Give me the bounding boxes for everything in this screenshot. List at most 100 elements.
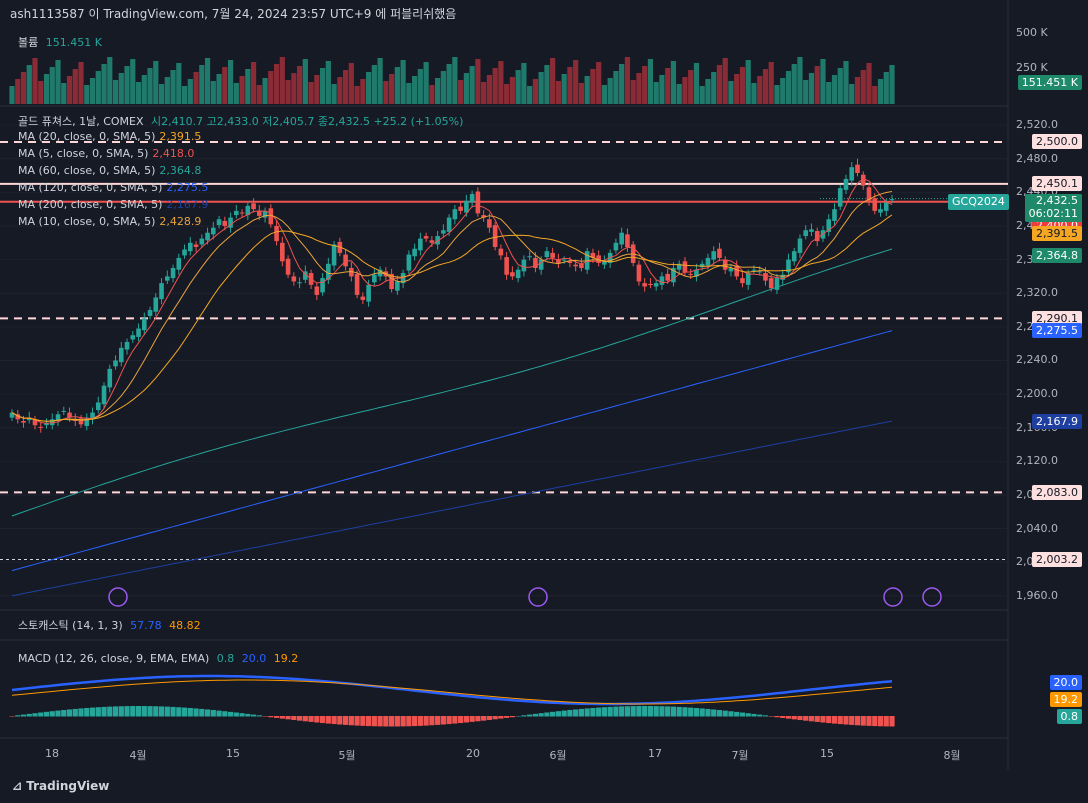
candle — [130, 335, 136, 340]
candle — [21, 420, 26, 423]
volume-bar — [486, 75, 492, 104]
volume-bar — [509, 77, 515, 104]
volume-legend: 볼륨 151.451 K — [18, 34, 106, 50]
macd-histogram-bar — [653, 706, 659, 717]
price-level-tag: 2,275.5 — [1032, 323, 1082, 339]
ma200-line — [11, 420, 893, 597]
macd-histogram-bar — [66, 709, 73, 717]
macd-histogram-bar — [170, 706, 176, 717]
ma-legend-row[interactable]: MA (60, close, 0, SMA, 5) 2,364.8 — [18, 164, 205, 177]
candle — [389, 273, 394, 290]
macd-histogram-bar — [849, 716, 855, 725]
candle — [481, 215, 486, 218]
candle — [170, 268, 176, 279]
candle — [113, 360, 118, 367]
price-level-tag: 2,290.1 — [1032, 310, 1082, 326]
candle — [498, 248, 504, 256]
tradingview-brand: TradingView — [26, 779, 110, 793]
candle — [67, 412, 72, 418]
ma-legend-row[interactable]: MA (200, close, 0, SMA, 5) 2,167.9 — [18, 198, 212, 211]
macd-histogram-bar — [567, 709, 573, 717]
macd-histogram-bar — [377, 716, 383, 727]
candle — [510, 272, 515, 277]
volume-bar — [337, 77, 343, 104]
macd-histogram-bar — [860, 716, 866, 726]
symbol-name: 골드 퓨쳐스, 1날, COMEX — [18, 115, 144, 128]
candle — [366, 284, 371, 302]
candle — [182, 249, 187, 256]
macd-histogram-bar — [204, 709, 211, 717]
candle — [446, 217, 452, 232]
session-event-icon — [922, 587, 942, 607]
macd-histogram-bar — [406, 716, 412, 727]
candle — [596, 255, 601, 263]
candle — [705, 257, 711, 266]
volume-bar — [854, 77, 861, 104]
volume-value: 151.451 K — [45, 36, 102, 49]
macd-histogram-bar — [325, 716, 331, 724]
volume-bar — [285, 80, 291, 104]
candle — [504, 257, 509, 275]
volume-bar — [872, 86, 878, 104]
macd-histogram-bar — [584, 708, 590, 717]
volume-bar — [135, 82, 142, 104]
volume-bar — [653, 82, 659, 104]
macd-histogram-bar — [55, 710, 61, 717]
candle — [751, 269, 757, 271]
candle — [768, 278, 774, 289]
macd-signal-line — [11, 679, 893, 705]
macd-histogram-bar — [38, 712, 44, 717]
macd-histogram-bar — [831, 716, 838, 724]
macd-signal-tag: 19.2 — [1049, 692, 1082, 707]
macd-histogram-bar — [354, 716, 360, 726]
stoch-label: 스토캐스틱 (14, 1, 3) — [18, 619, 123, 632]
price-level-tag: 2,364.8 — [1032, 248, 1082, 264]
volume-bar — [227, 60, 234, 104]
volume-bar — [688, 70, 694, 104]
macd-histogram-bar — [722, 710, 728, 717]
macd-histogram-bar — [273, 716, 280, 718]
volume-bar — [187, 79, 193, 104]
candle — [314, 286, 320, 295]
macd-histogram-bar — [642, 706, 648, 717]
volume-bar — [670, 61, 677, 104]
candle — [90, 412, 95, 420]
ma-legend-row[interactable]: MA (10, close, 0, SMA, 5) 2,428.9 — [18, 215, 205, 228]
macd-histogram-bar — [814, 716, 820, 722]
macd-histogram-bar — [509, 716, 515, 718]
macd-histogram-bar — [596, 707, 602, 717]
ma-legend-label: MA (120, close, 0, SMA, 5) — [18, 181, 163, 194]
volume-bar — [239, 76, 245, 104]
macd-histogram-bar — [699, 708, 705, 717]
candle — [676, 263, 682, 270]
volume-bar — [331, 84, 337, 104]
ma-legend-row[interactable]: MA (5, close, 0, SMA, 5) 2,418.0 — [18, 147, 198, 160]
candle — [360, 296, 366, 300]
candle — [107, 368, 113, 388]
candle — [354, 273, 360, 295]
volume-bar — [440, 71, 446, 104]
candle — [274, 225, 279, 242]
candle — [745, 273, 751, 285]
candle — [797, 238, 803, 253]
volume-bar — [630, 80, 636, 104]
volume-bar — [693, 63, 700, 104]
tradingview-logo[interactable]: ⊿ TradingView — [12, 779, 109, 793]
candle — [9, 412, 15, 418]
ma-legend-row[interactable]: MA (120, close, 0, SMA, 5) 2,275.5 — [18, 181, 212, 194]
symbol-legend: 골드 퓨쳐스, 1날, COMEX 시2,410.7 고2,433.0 저2,4… — [18, 113, 467, 129]
volume-bar — [849, 84, 855, 104]
macd-histogram-bar — [308, 716, 314, 722]
macd-histogram-bar — [279, 716, 285, 719]
bar-countdown: 06:02:11 — [1028, 207, 1078, 220]
volume-bar — [38, 81, 44, 104]
macd-histogram-bar — [607, 706, 613, 717]
candle — [464, 200, 469, 213]
candle — [619, 232, 624, 245]
candle — [343, 254, 348, 267]
volume-bar — [774, 85, 780, 104]
macd-histogram-bar — [84, 707, 90, 717]
ma-legend-row[interactable]: MA (20, close, 0, SMA, 5) 2,391.5 — [18, 130, 205, 143]
volume-bar — [371, 65, 377, 104]
